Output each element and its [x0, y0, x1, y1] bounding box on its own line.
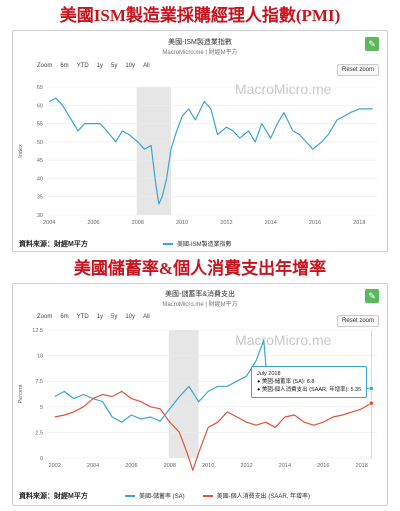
- series-marker: [368, 385, 374, 391]
- x-tick-label: 2006: [125, 463, 137, 469]
- reset-zoom-button[interactable]: Reset zoom: [336, 315, 379, 327]
- zoom-ytd[interactable]: YTD: [76, 314, 89, 320]
- x-tick-label: 2014: [265, 220, 277, 226]
- y-tick-label: 55: [37, 122, 43, 128]
- pencil-icon[interactable]: ✎: [365, 37, 379, 51]
- x-tick-label: 2004: [43, 220, 55, 226]
- chart-title: 美國-ISM製造業指數: [168, 39, 232, 46]
- x-tick-label: 2008: [132, 220, 144, 226]
- x-tick-label: 2018: [353, 220, 365, 226]
- chart-panel-ism: 美國-ISM製造業指數 MacroMicro.me | 財經M平方 ✎ Zoom…: [12, 30, 388, 252]
- y-tick-label: 35: [37, 195, 43, 201]
- x-tick-label: 2002: [49, 463, 61, 469]
- series-line: [54, 390, 372, 471]
- zoom-1y[interactable]: 1y: [96, 314, 104, 320]
- y-tick-label: 40: [37, 176, 43, 182]
- y-tick-label: 10: [37, 354, 43, 360]
- series-line: [48, 97, 373, 205]
- legend-label: 美國-儲蓄率 (SA): [139, 494, 185, 500]
- pencil-icon[interactable]: ✎: [365, 289, 379, 303]
- y-tick-label: 60: [37, 103, 43, 109]
- x-tick-label: 2016: [317, 463, 329, 469]
- ism-chart: 30 35 40 45 50 55 60 65 2004 2006 2008 2010 2012 2014…: [18, 85, 377, 226]
- y-tick-label: 2.5: [35, 430, 43, 436]
- chart-panel-savings: 美國-儲蓄率&消費支出 MacroMicro.me | 財經M平方 ✎ Zoom…: [12, 283, 388, 506]
- tooltip-date: July 2018: [257, 371, 281, 377]
- legend: 美國-儲蓄率 (SA) 美國-個人消費支出 (SAAR, 年增率): [125, 491, 310, 500]
- savings-chart: 0 2.5 5 7.5 10 12.5 2002 2004 2006 2008 2010 2012 20…: [18, 328, 377, 471]
- x-tick-label: 2016: [309, 220, 321, 226]
- x-tick-label: 2010: [202, 463, 214, 469]
- source-label: 資料來源：財經M平方: [19, 241, 88, 248]
- legend-label: 美國-ISM製造業指數: [177, 242, 232, 248]
- x-tick-label: 2014: [279, 463, 291, 469]
- y-tick-label: 12.5: [32, 328, 43, 334]
- series-marker: [368, 400, 374, 406]
- x-tick-label: 2008: [164, 463, 176, 469]
- y-tick-label: 65: [37, 85, 43, 91]
- y-axis-label: Percent: [18, 384, 24, 403]
- zoom-10y[interactable]: 10y: [125, 63, 136, 69]
- legend-swatch: [202, 494, 213, 497]
- x-tick-label: 2004: [87, 463, 99, 469]
- zoom-5y[interactable]: 5y: [111, 63, 118, 69]
- zoom-all[interactable]: All: [143, 63, 150, 69]
- tooltip-line2: ● 美國-個人消費支出 (SAAR, 年增率): 5.35: [257, 387, 362, 393]
- y-tick-label: 0: [40, 456, 43, 462]
- zoom-controls: Zoom 6m YTD 1y 5y 10y All: [33, 314, 154, 320]
- x-tick-label: 2010: [176, 220, 188, 226]
- x-tick-label: 2012: [240, 463, 252, 469]
- reset-zoom-button[interactable]: Reset zoom: [336, 64, 379, 76]
- zoom-6m[interactable]: 6m: [60, 314, 69, 320]
- legend-swatch: [125, 494, 135, 497]
- x-tick-label: 2018: [356, 463, 368, 469]
- tooltip-line1: ● 美國-儲蓄率 (SA): 6.8: [257, 379, 315, 385]
- y-tick-label: 45: [37, 158, 43, 164]
- watermark: MacroMicro.me: [235, 81, 332, 97]
- recession-band: [136, 87, 172, 215]
- source-label: 資料來源：財經M平方: [19, 493, 88, 500]
- legend-label: 美國-個人消費支出 (SAAR, 年增率): [216, 494, 311, 500]
- y-axis-label: Index: [18, 144, 24, 158]
- zoom-controls: Zoom 6m YTD 1y 5y 10y All: [33, 63, 154, 69]
- zoom-10y[interactable]: 10y: [125, 314, 136, 320]
- zoom-all[interactable]: All: [143, 314, 150, 320]
- chart-tooltip: July 2018 ● 美國-儲蓄率 (SA): 6.8 ● 美國-個人消費支出…: [251, 366, 368, 398]
- y-tick-label: 7.5: [35, 379, 43, 385]
- zoom-ytd[interactable]: YTD: [76, 63, 89, 69]
- chart-subtitle: MacroMicro.me | 財經M平方: [162, 302, 238, 308]
- legend-swatch: [163, 242, 173, 245]
- x-tick-label: 2012: [220, 220, 232, 226]
- legend: 美國-ISM製造業指數: [163, 239, 232, 248]
- zoom-label: Zoom: [37, 63, 53, 69]
- headline-ism: 美國ISM製造業採購經理人指數(PMI): [59, 6, 341, 25]
- chart-title: 美國-儲蓄率&消費支出: [165, 291, 235, 298]
- zoom-1y[interactable]: 1y: [96, 63, 104, 69]
- y-tick-label: 30: [37, 213, 43, 219]
- zoom-6m[interactable]: 6m: [60, 63, 69, 69]
- zoom-label: Zoom: [37, 314, 53, 320]
- x-tick-label: 2006: [87, 220, 99, 226]
- headline-savings: 美國儲蓄率&個人消費支出年增率: [73, 259, 327, 278]
- watermark: MacroMicro.me: [235, 332, 332, 348]
- y-tick-label: 5: [40, 405, 43, 411]
- y-tick-label: 50: [37, 140, 43, 146]
- zoom-5y[interactable]: 5y: [111, 314, 118, 320]
- chart-subtitle: MacroMicro.me | 財經M平方: [162, 50, 238, 56]
